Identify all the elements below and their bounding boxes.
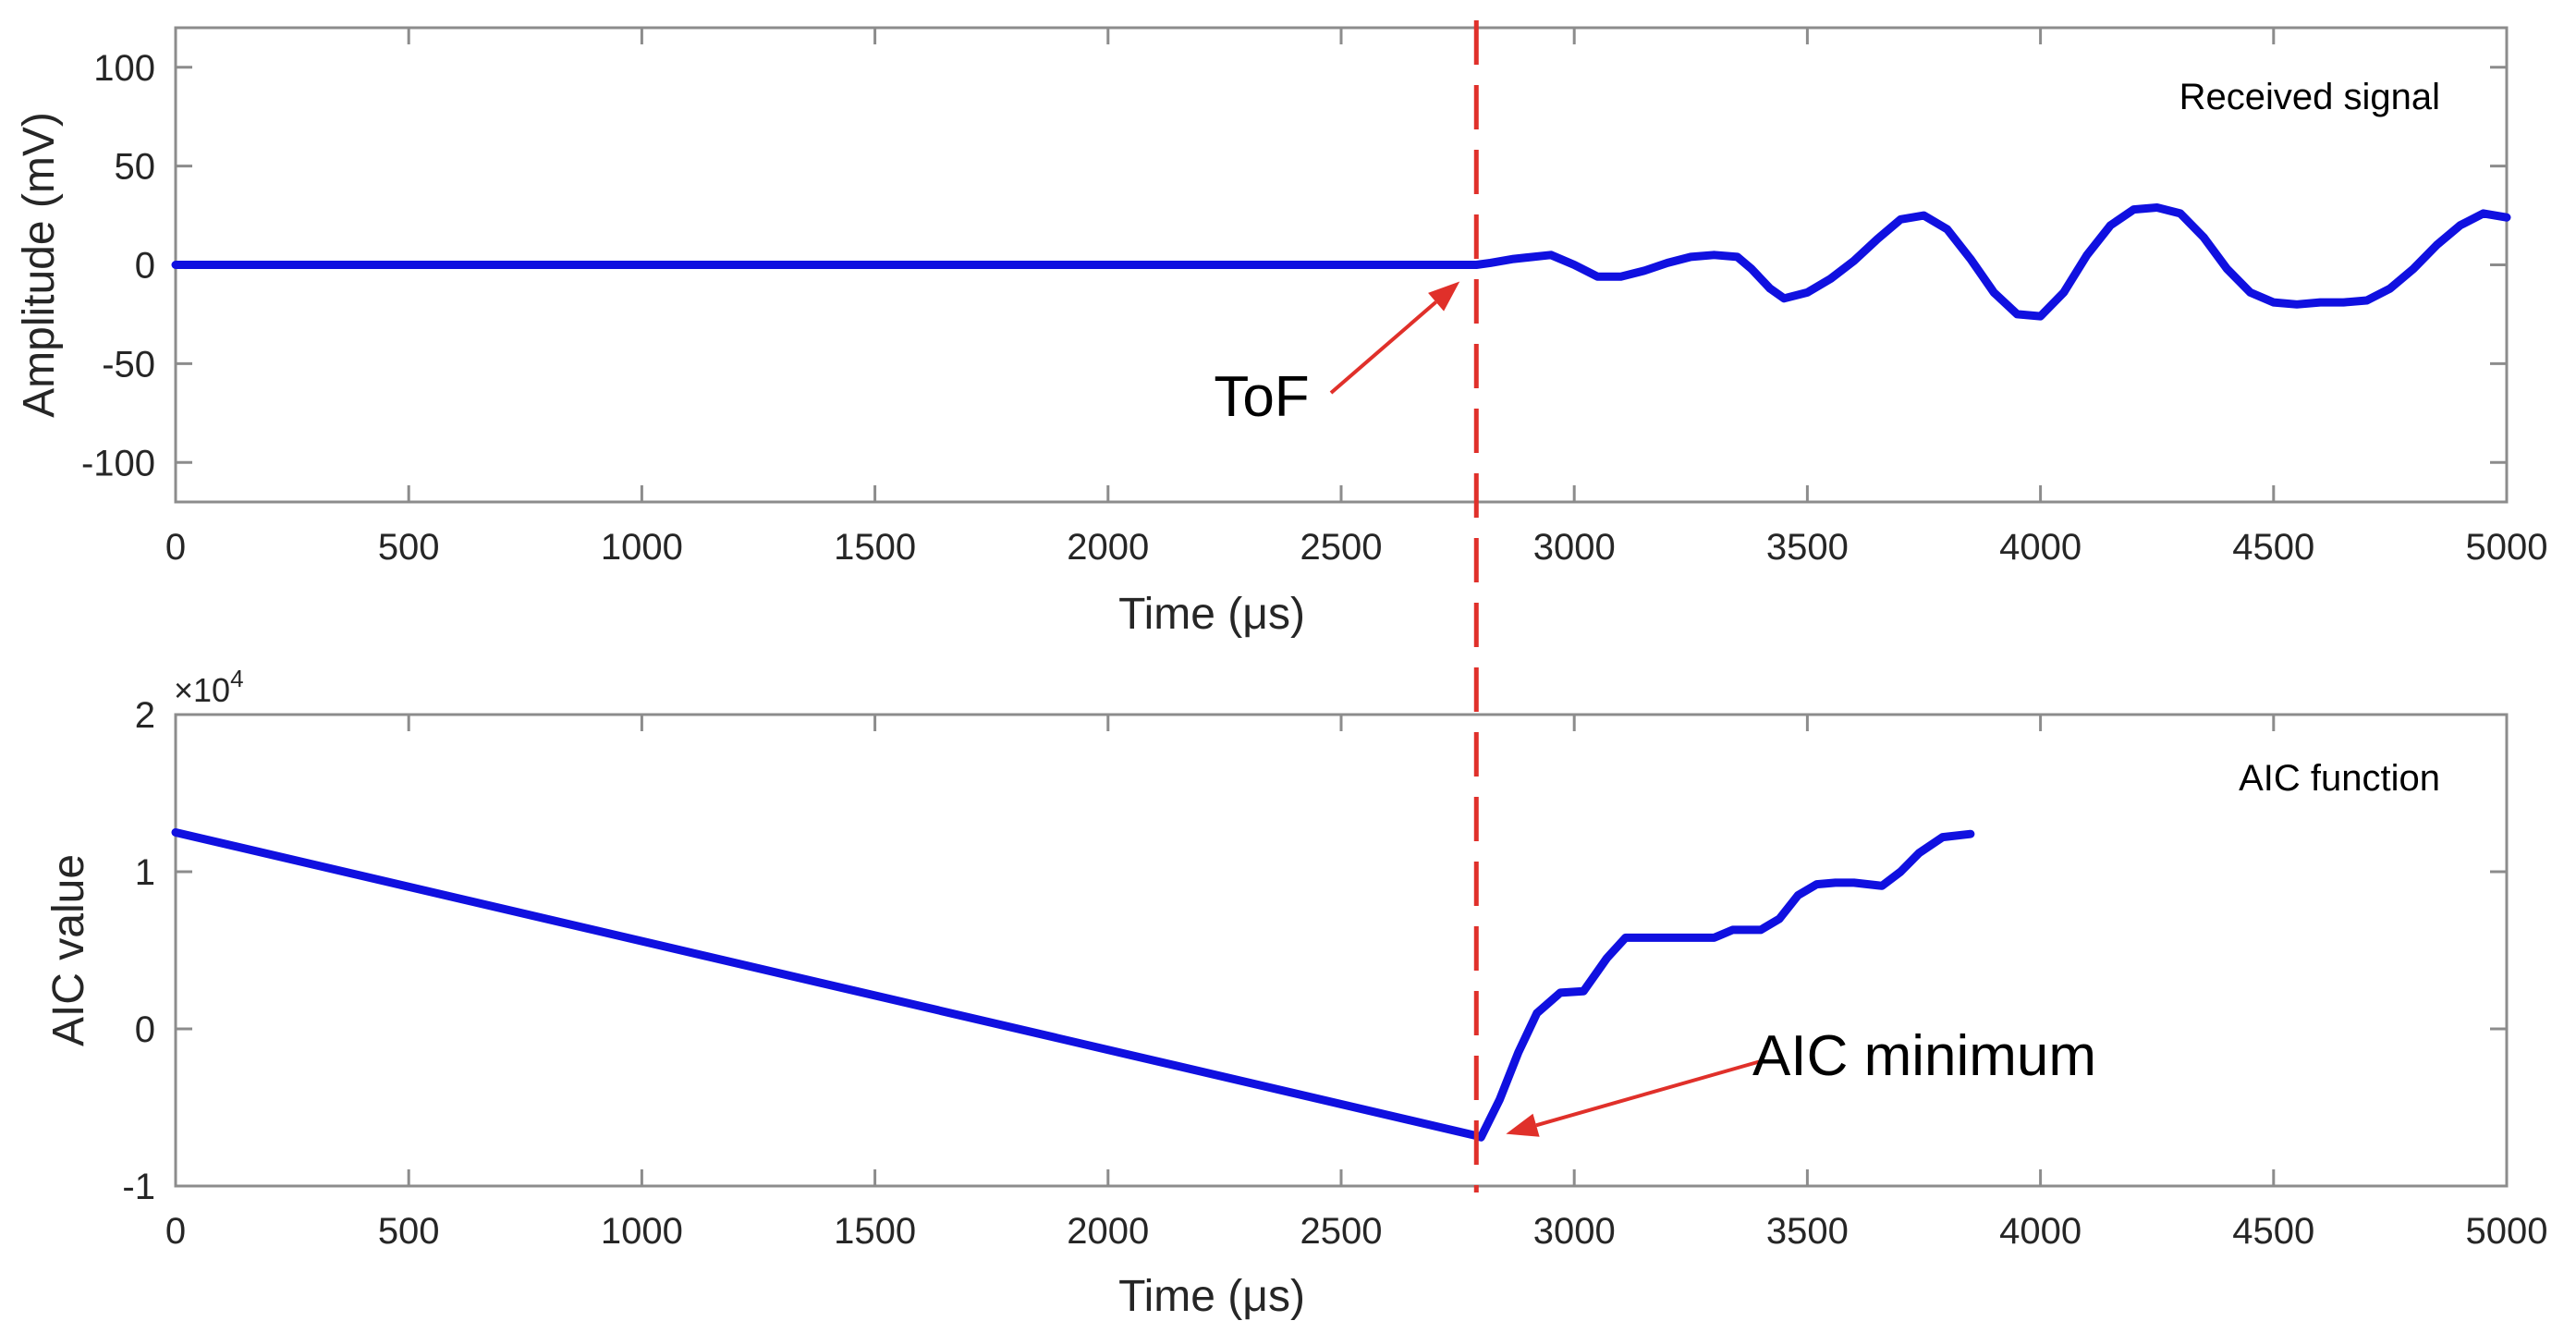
xtick-label: 4500 bbox=[2232, 1211, 2314, 1252]
xtick-label: 2000 bbox=[1067, 527, 1149, 568]
aic-function-ylabel: AIC value bbox=[44, 854, 93, 1046]
xtick-label: 2500 bbox=[1300, 1211, 1383, 1252]
received-signal-legend: Received signal bbox=[2179, 77, 2440, 117]
aic-function-xlabel: Time (μs) bbox=[1118, 1272, 1305, 1321]
aic-minimum-annotation: AIC minimum bbox=[1752, 1024, 2096, 1088]
aic-exponent-power: 4 bbox=[230, 665, 243, 692]
xtick-label: 3000 bbox=[1533, 1211, 1616, 1252]
aic-function-axes-box bbox=[174, 713, 2509, 1188]
ytick-label: -100 bbox=[81, 443, 155, 483]
xtick-label: 3000 bbox=[1533, 527, 1616, 568]
xtick-label: 4000 bbox=[1999, 527, 2082, 568]
xtick-label: 0 bbox=[165, 527, 186, 568]
ytick-label: -1 bbox=[122, 1167, 155, 1207]
aic-function-legend: AIC function bbox=[2239, 758, 2440, 799]
ytick-label: 0 bbox=[135, 246, 155, 287]
aic-minimum-arrow bbox=[1535, 1059, 1762, 1128]
xtick-label: 3500 bbox=[1766, 527, 1849, 568]
received-signal-panel: -100 -50 0 50 100 0 500 1000 1500 2000 2500 3000 35… bbox=[15, 26, 2548, 639]
aic-exponent-base: ×10 bbox=[174, 671, 230, 709]
xtick-label: 0 bbox=[165, 1211, 186, 1252]
xtick-label: 1500 bbox=[834, 1211, 916, 1252]
ytick-label: 2 bbox=[135, 695, 155, 736]
received-signal-xlabel: Time (μs) bbox=[1118, 590, 1305, 639]
tof-annotation: ToF bbox=[1214, 365, 1309, 429]
xtick-label: 2000 bbox=[1067, 1211, 1149, 1252]
xtick-label: 1000 bbox=[601, 527, 683, 568]
ytick-label: 50 bbox=[115, 147, 156, 188]
aic-function-xticks: 0 500 1000 1500 2000 2500 3000 3500 4000 4500 5000 bbox=[165, 715, 2548, 1252]
aic-function-line bbox=[171, 828, 1975, 1142]
xtick-label: 1500 bbox=[834, 527, 916, 568]
xtick-label: 1000 bbox=[601, 1211, 683, 1252]
xtick-label: 500 bbox=[378, 1211, 440, 1252]
tof-arrow bbox=[1329, 300, 1437, 395]
xtick-label: 2500 bbox=[1300, 527, 1383, 568]
aic-minimum-arrowhead bbox=[1506, 1113, 1540, 1137]
received-signal-yticks: -100 -50 0 50 100 bbox=[81, 48, 2507, 483]
received-signal-ylabel: Amplitude (mV) bbox=[15, 112, 64, 418]
received-signal-xticks: 0 500 1000 1500 2000 2500 3000 3500 4000 4500 5000 bbox=[165, 28, 2548, 568]
xtick-label: 4500 bbox=[2232, 527, 2314, 568]
ytick-label: 1 bbox=[135, 852, 155, 893]
ytick-label: -50 bbox=[102, 344, 155, 385]
xtick-label: 3500 bbox=[1766, 1211, 1849, 1252]
xtick-label: 5000 bbox=[2466, 1211, 2548, 1252]
xtick-label: 4000 bbox=[1999, 1211, 2082, 1252]
tof-arrowhead bbox=[1428, 281, 1460, 312]
ytick-label: 100 bbox=[93, 48, 155, 89]
received-signal-line bbox=[171, 203, 2511, 321]
aic-exponent-label: ×104 bbox=[174, 665, 244, 709]
xtick-label: 5000 bbox=[2466, 527, 2548, 568]
xtick-label: 500 bbox=[378, 527, 440, 568]
ytick-label: 0 bbox=[135, 1009, 155, 1050]
aic-function-yticks: -1 0 1 2 bbox=[122, 695, 2507, 1207]
